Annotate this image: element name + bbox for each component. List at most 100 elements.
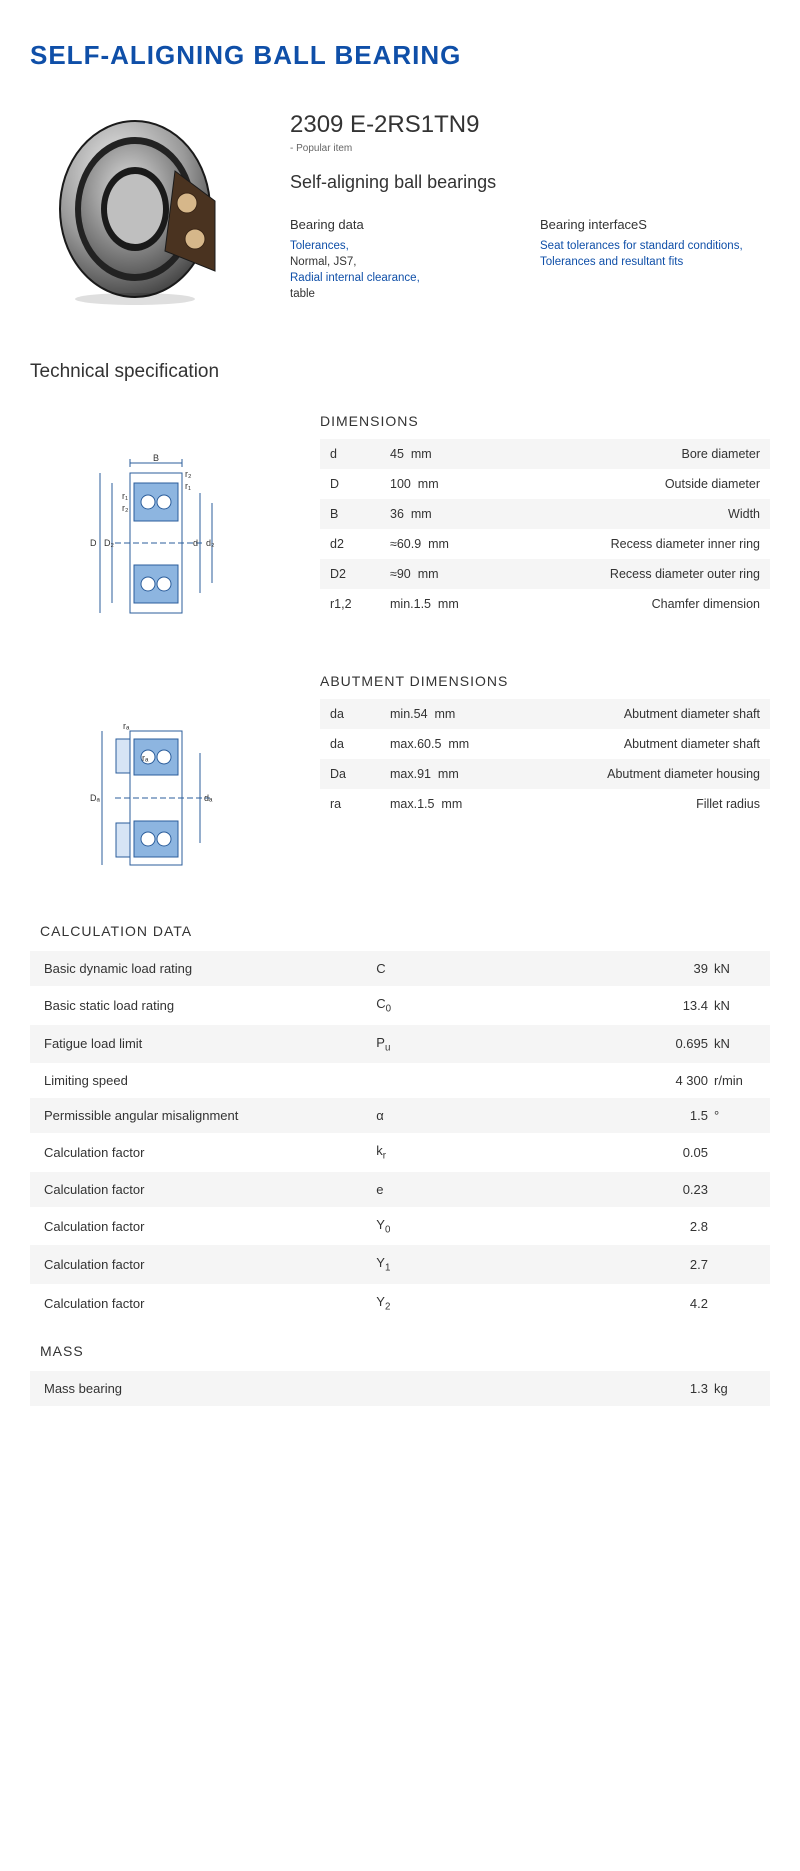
dimensions-diagram: B r₂ r₁ r₁ r₂ D D₂ d d₂ [30, 413, 290, 633]
dim-symbol: Da [330, 767, 390, 781]
bearing-data-heading: Bearing data [290, 217, 520, 232]
dim-value: 100 mm [390, 477, 470, 491]
svg-text:r₂: r₂ [122, 503, 129, 513]
calc-symbol: α [376, 1108, 518, 1123]
mass-rows: Mass bearing1.3kg [30, 1371, 770, 1406]
calc-row: Basic dynamic load ratingC39kN [30, 951, 770, 986]
dim-value: 45 mm [390, 447, 470, 461]
calc-value: 0.05 [519, 1145, 756, 1160]
calc-row: Calculation factorY12.7 [30, 1245, 770, 1284]
calc-value: 39kN [519, 961, 756, 976]
calc-row: Calculation factore0.23 [30, 1172, 770, 1207]
calculation-heading: CALCULATION DATA [40, 923, 770, 939]
dim-symbol: d2 [330, 537, 390, 551]
svg-text:B: B [153, 453, 159, 463]
page-title: SELF-ALIGNING BALL BEARING [30, 40, 770, 71]
dim-symbol: da [330, 737, 390, 751]
dim-row: d45 mmBore diameter [320, 439, 770, 469]
calc-symbol: Y0 [376, 1217, 518, 1236]
dim-symbol: da [330, 707, 390, 721]
dim-desc: Width [470, 507, 760, 521]
dim-desc: Fillet radius [470, 797, 760, 811]
abutment-rows: damin.54 mmAbutment diameter shaftdamax.… [320, 699, 770, 819]
mass-heading: MASS [40, 1343, 770, 1359]
bearing-interfaces-heading: Bearing interfaceS [540, 217, 770, 232]
calc-symbol: C0 [376, 996, 518, 1015]
meta-items-2: Seat tolerances for standard conditions,… [540, 240, 770, 268]
calc-row: Limiting speed 4 300r/min [30, 1063, 770, 1098]
svg-text:D₂: D₂ [104, 538, 114, 548]
dim-symbol: B [330, 507, 390, 521]
dim-value: ≈60.9 mm [390, 537, 470, 551]
dim-symbol: D2 [330, 567, 390, 581]
dim-row: D100 mmOutside diameter [320, 469, 770, 499]
calc-label: Calculation factor [44, 1296, 376, 1311]
calc-row: Mass bearing1.3kg [30, 1371, 770, 1406]
calc-value: 2.7 [519, 1257, 756, 1272]
meta-link[interactable]: Seat tolerances for standard conditions, [540, 240, 770, 252]
calc-label: Calculation factor [44, 1145, 376, 1160]
meta-items-1: Tolerances, Normal, JS7, Radial internal c… [290, 240, 520, 300]
dimensions-table: DIMENSIONS d45 mmBore diameterD100 mmOut… [320, 413, 770, 619]
dim-row: d2≈60.9 mmRecess diameter inner ring [320, 529, 770, 559]
product-subtitle: Self-aligning ball bearings [290, 172, 770, 193]
dim-value: max.91 mm [390, 767, 470, 781]
dim-row: damin.54 mmAbutment diameter shaft [320, 699, 770, 729]
bearing-interfaces-column: Bearing interfaceS Seat tolerances for s… [540, 217, 770, 304]
calc-value: 1.5° [519, 1108, 756, 1123]
calc-symbol: kr [376, 1143, 518, 1162]
calc-symbol: e [376, 1182, 518, 1197]
dim-row: ramax.1.5 mmFillet radius [320, 789, 770, 819]
calc-value: 0.695kN [519, 1036, 756, 1051]
model-number: 2309 E-2RS1TN9 [290, 111, 770, 139]
product-image [30, 111, 260, 311]
dim-symbol: ra [330, 797, 390, 811]
calc-value: 4 300r/min [519, 1073, 756, 1088]
meta-text: Normal, JS7, [290, 256, 520, 268]
svg-text:r₁: r₁ [122, 491, 128, 501]
svg-text:dₐ: dₐ [204, 793, 213, 803]
dim-row: Damax.91 mmAbutment diameter housing [320, 759, 770, 789]
dim-desc: Abutment diameter shaft [470, 737, 760, 751]
calc-label: Fatigue load limit [44, 1036, 376, 1051]
dim-symbol: D [330, 477, 390, 491]
dim-row: damax.60.5 mmAbutment diameter shaft [320, 729, 770, 759]
mass-section: MASS Mass bearing1.3kg [30, 1343, 770, 1406]
svg-text:rₐ: rₐ [123, 721, 130, 731]
meta-text: table [290, 288, 520, 300]
dim-desc: Recess diameter outer ring [470, 567, 760, 581]
svg-text:r₂: r₂ [185, 469, 192, 479]
dim-desc: Abutment diameter housing [470, 767, 760, 781]
dim-desc: Outside diameter [470, 477, 760, 491]
dimensions-rows: d45 mmBore diameterD100 mmOutside diamet… [320, 439, 770, 619]
dimensions-section: B r₂ r₁ r₁ r₂ D D₂ d d₂ DIMENSIONS d45 m… [30, 413, 770, 633]
calc-row: Calculation factorkr0.05 [30, 1133, 770, 1172]
calc-row: Calculation factorY02.8 [30, 1207, 770, 1246]
dim-row: B36 mmWidth [320, 499, 770, 529]
meta-link[interactable]: Tolerances, [290, 240, 520, 252]
meta-link[interactable]: Tolerances and resultant fits [540, 256, 770, 268]
dim-value: max.60.5 mm [390, 737, 470, 751]
calc-value: 13.4kN [519, 998, 756, 1013]
svg-text:d: d [193, 538, 198, 548]
dim-value: min.54 mm [390, 707, 470, 721]
calc-label: Basic dynamic load rating [44, 961, 376, 976]
calc-symbol: Pu [376, 1035, 518, 1054]
calc-row: Permissible angular misalignmentα1.5° [30, 1098, 770, 1133]
meta-link[interactable]: Radial internal clearance, [290, 272, 520, 284]
calc-label: Limiting speed [44, 1073, 376, 1088]
calc-row: Basic static load ratingC013.4kN [30, 986, 770, 1025]
svg-text:d₂: d₂ [206, 538, 215, 548]
abutment-section: rₐ rₐ Dₐ dₐ ABUTMENT DIMENSIONS damin.54… [30, 673, 770, 883]
calc-value: 0.23 [519, 1182, 756, 1197]
dim-desc: Abutment diameter shaft [470, 707, 760, 721]
abutment-table: ABUTMENT DIMENSIONS damin.54 mmAbutment … [320, 673, 770, 819]
dim-desc: Recess diameter inner ring [470, 537, 760, 551]
calc-rows: Basic dynamic load ratingC39kNBasic stat… [30, 951, 770, 1323]
calc-label: Calculation factor [44, 1182, 376, 1197]
header-section: 2309 E-2RS1TN9 - Popular item Self-align… [30, 111, 770, 311]
calc-label: Calculation factor [44, 1219, 376, 1234]
svg-text:D: D [90, 538, 97, 548]
calc-value: 1.3kg [519, 1381, 756, 1396]
calc-value: 2.8 [519, 1219, 756, 1234]
